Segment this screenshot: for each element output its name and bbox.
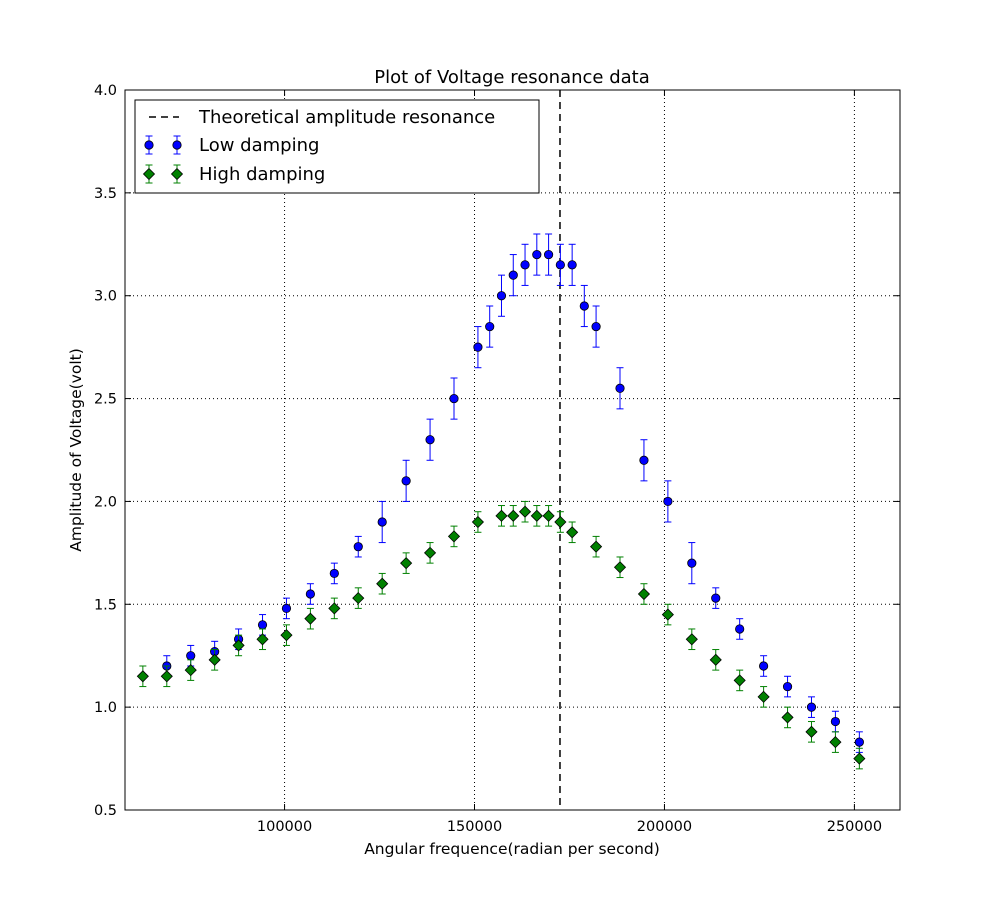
low-damping-point <box>281 603 292 614</box>
low-damping-point <box>485 321 495 332</box>
high-damping-point <box>853 752 866 765</box>
legend-label-theoretical: Theoretical amplitude resonance <box>198 107 495 128</box>
legend-low-damping-marker <box>144 140 154 150</box>
high-damping-point <box>256 633 269 646</box>
low-damping-point <box>830 716 841 727</box>
legend-box <box>134 99 540 194</box>
low-damping-point <box>759 661 769 671</box>
high-damping-point <box>661 608 674 621</box>
legend-low-damping-marker <box>172 140 182 150</box>
low-damping-point <box>449 393 459 404</box>
low-damping-point <box>806 702 817 712</box>
low-damping-point <box>687 558 697 568</box>
low-damping-point <box>496 291 507 301</box>
y-tick-label: 3.0 <box>94 289 117 305</box>
high-damping-point <box>328 602 341 615</box>
high-damping-point <box>232 639 245 652</box>
low-damping-point <box>735 624 745 634</box>
low-damping-point <box>401 476 411 486</box>
low-damping-point <box>663 496 673 507</box>
legend-label-low-damping: Low damping <box>199 135 319 156</box>
y-tick-label: 1.0 <box>94 700 117 716</box>
y-tick-label: 2.0 <box>94 494 117 510</box>
low-damping-point <box>854 737 864 747</box>
low-damping-point <box>508 270 518 280</box>
high-damping-point <box>530 509 543 522</box>
high-damping-point <box>566 526 579 539</box>
x-tick-label: 150000 <box>447 819 502 835</box>
high-damping-point <box>423 546 437 559</box>
low-damping-point <box>305 589 315 599</box>
high-damping-point <box>613 561 627 574</box>
high-damping-point <box>781 711 794 724</box>
x-tick-label: 200000 <box>637 819 692 835</box>
ticks: 100000 150000 200000 250000 0.5 1.0 1.5 2.0 2.5 3… <box>94 83 900 835</box>
plot-frame <box>124 89 901 811</box>
high-damping-point <box>400 557 413 570</box>
high-damping-point <box>352 592 365 605</box>
low-damping-point <box>711 593 721 603</box>
low-damping-point <box>543 249 554 260</box>
high-damping-point <box>829 736 842 749</box>
chart-title: Plot of Voltage resonance data <box>374 67 650 88</box>
y-tick-label: 4.0 <box>94 83 117 99</box>
high-damping-point <box>304 612 317 625</box>
y-tick-label: 0.5 <box>94 803 117 819</box>
high-damping-point <box>518 505 532 518</box>
high-damping-point <box>507 509 520 522</box>
low-damping-point <box>532 249 542 260</box>
high-damping-point <box>685 633 698 646</box>
low-damping-point <box>555 260 565 270</box>
high-damping-point <box>376 577 389 590</box>
x-axis-label: Angular frequence(radian per second) <box>364 840 660 858</box>
legend-high-damping-marker <box>170 167 184 181</box>
low-damping-point <box>186 651 196 661</box>
low-damping-point <box>782 681 793 692</box>
low-damping-point <box>353 542 363 552</box>
low-damping-point <box>639 455 649 465</box>
high-damping-point <box>709 653 722 666</box>
high-damping-point <box>757 690 770 703</box>
low-damping-point <box>377 517 387 527</box>
low-damping-point <box>520 260 530 270</box>
grid <box>125 90 900 810</box>
legend-label-high-damping: High damping <box>199 164 325 185</box>
high-damping-point <box>160 670 173 683</box>
high-damping-point <box>590 540 603 553</box>
y-tick-label: 3.5 <box>94 186 117 202</box>
low-damping-point <box>591 321 601 332</box>
high-damping-point <box>280 629 293 642</box>
high-damping-series <box>136 500 866 770</box>
low-damping-point <box>579 301 589 311</box>
high-damping-point <box>554 515 567 529</box>
high-damping-point <box>184 664 197 677</box>
high-damping-point <box>542 509 555 522</box>
high-damping-point <box>208 653 221 666</box>
low-damping-point <box>473 342 483 352</box>
high-damping-point <box>471 515 484 529</box>
y-tick-label: 1.5 <box>94 597 117 613</box>
high-damping-point <box>495 509 508 522</box>
low-damping-point <box>615 383 625 393</box>
high-damping-point <box>805 725 818 738</box>
x-tick-label: 100000 <box>257 819 312 835</box>
y-axis-label: Amplitude of Voltage(volt) <box>67 348 85 552</box>
high-damping-point <box>733 674 746 687</box>
low-damping-point <box>329 568 339 579</box>
series-layer <box>136 233 866 770</box>
low-damping-point <box>425 435 435 445</box>
high-damping-point <box>136 670 149 683</box>
x-tick-label: 250000 <box>827 819 882 835</box>
low-damping-point <box>257 620 268 630</box>
legend-high-damping-marker <box>142 167 156 181</box>
y-tick-label: 2.5 <box>94 392 117 408</box>
low-damping-point <box>567 260 577 270</box>
legend: Theoretical amplitude resonance Low dampi… <box>134 99 540 194</box>
high-damping-point <box>447 530 461 543</box>
high-damping-point <box>637 587 651 601</box>
